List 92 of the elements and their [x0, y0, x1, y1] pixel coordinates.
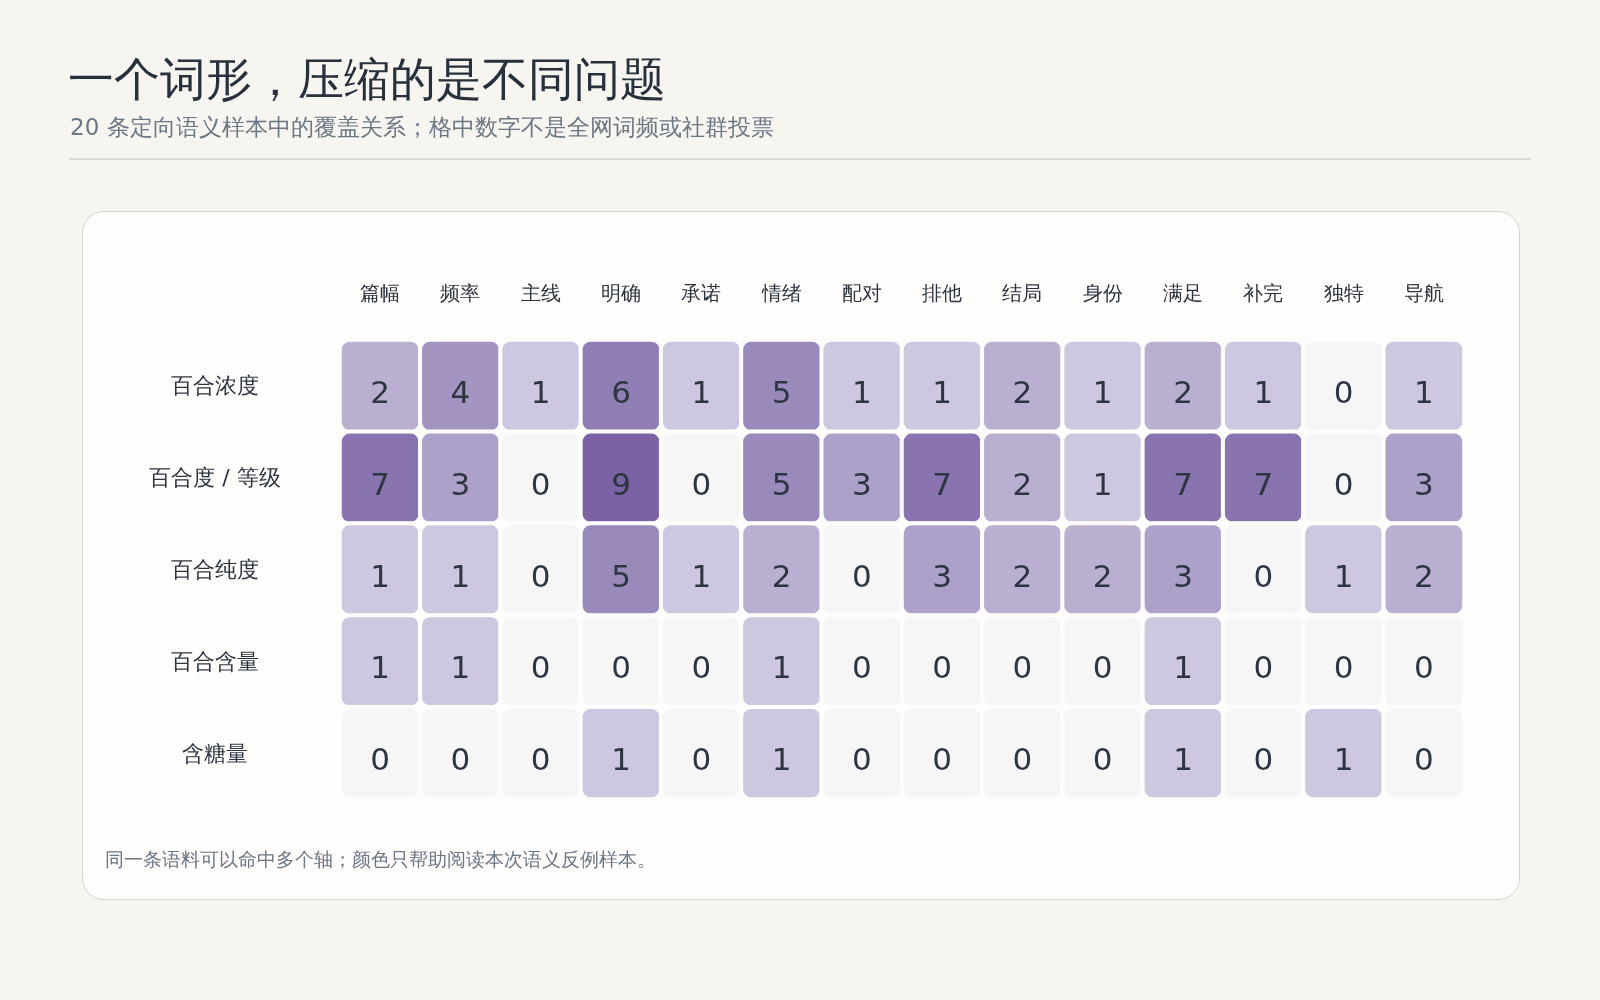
data-label: 6	[611, 373, 631, 410]
data-label: 3	[1413, 465, 1434, 502]
data-label: 0	[530, 465, 551, 502]
data-label: 0	[1092, 741, 1113, 778]
data-label: 3	[450, 465, 471, 502]
data-label: 0	[1092, 649, 1113, 686]
data-label: 5	[771, 373, 792, 410]
data-label: 0	[1413, 741, 1434, 778]
x-tick-label: 独特	[1323, 281, 1364, 305]
x-tick-label: 明确	[601, 281, 641, 305]
data-label: 1	[691, 373, 712, 410]
data-label: 0	[932, 741, 953, 778]
data-label: 1	[611, 741, 631, 778]
chart-subtitle: 20 条定向语义样本中的覆盖关系；格中数字不是全网词频或社群投票	[70, 114, 774, 142]
data-label: 0	[691, 741, 712, 778]
data-label: 1	[932, 373, 953, 410]
data-label: 0	[1333, 649, 1354, 686]
data-label: 1	[1173, 649, 1193, 686]
data-label: 1	[851, 373, 872, 410]
data-label: 5	[771, 465, 792, 502]
x-tick-label: 情绪	[760, 281, 802, 305]
data-label: 0	[1333, 465, 1354, 502]
data-label: 0	[1012, 741, 1033, 778]
data-label: 0	[611, 649, 631, 686]
data-label: 7	[1173, 465, 1193, 502]
data-label: 0	[530, 557, 551, 594]
x-tick-label: 承诺	[681, 281, 722, 305]
data-label: 3	[1173, 557, 1193, 594]
data-label: 1	[1173, 741, 1193, 778]
data-label: 5	[611, 557, 631, 594]
data-label: 1	[1253, 373, 1274, 410]
data-label: 1	[450, 649, 471, 686]
data-label: 2	[1012, 465, 1033, 502]
data-label: 7	[370, 465, 391, 502]
data-label: 1	[1092, 465, 1113, 502]
x-tick-label: 身份	[1082, 281, 1123, 305]
data-label: 2	[370, 373, 391, 410]
data-label: 2	[1092, 557, 1113, 594]
x-tick-label: 满足	[1163, 281, 1203, 305]
x-tick-label: 主线	[520, 281, 561, 305]
x-tick-label: 补完	[1243, 281, 1284, 305]
data-label: 0	[851, 741, 872, 778]
data-label: 1	[370, 557, 391, 594]
data-label: 2	[1173, 373, 1193, 410]
chart-title: 一个词形，压缩的是不同问题	[68, 52, 666, 108]
data-label: 1	[1092, 373, 1113, 410]
data-label: 0	[932, 649, 953, 686]
y-tick-label: 百合度 / 等级	[149, 465, 281, 491]
data-label: 1	[370, 649, 391, 686]
data-label: 0	[530, 741, 551, 778]
y-tick-label: 百合纯度	[171, 557, 259, 582]
y-tick-label: 含糖量	[182, 740, 248, 766]
data-label: 1	[771, 649, 792, 686]
data-label: 3	[851, 465, 872, 502]
data-label: 0	[530, 649, 551, 686]
data-label: 1	[771, 741, 792, 778]
data-label: 2	[771, 557, 792, 594]
x-tick-label: 结局	[1002, 281, 1043, 305]
data-label: 0	[1253, 741, 1274, 778]
y-tick-label: 百合含量	[171, 648, 259, 674]
y-tick-label: 百合浓度	[171, 373, 259, 399]
data-label: 2	[1012, 373, 1033, 410]
x-tick-label: 导航	[1403, 281, 1444, 305]
data-label: 0	[691, 465, 712, 502]
data-label: 1	[1333, 557, 1354, 594]
data-label: 4	[450, 373, 471, 410]
data-label: 0	[1253, 557, 1274, 594]
data-label: 1	[1333, 741, 1354, 778]
data-label: 7	[1253, 465, 1274, 502]
data-label: 1	[1413, 373, 1434, 410]
data-label: 0	[1413, 649, 1434, 686]
data-label: 0	[851, 557, 872, 594]
data-label: 9	[611, 465, 631, 502]
data-label: 0	[1333, 373, 1354, 410]
data-label: 1	[450, 557, 471, 594]
data-label: 0	[370, 741, 391, 778]
x-tick-label: 排他	[922, 281, 963, 305]
data-label: 2	[1413, 557, 1434, 594]
x-tick-label: 篇幅	[360, 281, 401, 305]
x-tick-label: 配对	[841, 281, 882, 305]
data-label: 0	[691, 649, 712, 686]
data-label: 0	[1012, 649, 1033, 686]
data-label: 7	[932, 465, 953, 502]
data-label: 0	[450, 741, 471, 778]
data-label: 2	[1012, 557, 1033, 594]
text: 同一条语料可以命中多个轴；颜色只帮助阅读本次语义反例样本。	[105, 848, 656, 871]
data-label: 1	[691, 557, 712, 594]
data-label: 0	[851, 649, 872, 686]
x-tick-label: 频率	[440, 281, 481, 305]
data-label: 0	[1253, 649, 1274, 686]
data-label: 1	[530, 373, 551, 410]
data-label: 3	[932, 557, 953, 594]
